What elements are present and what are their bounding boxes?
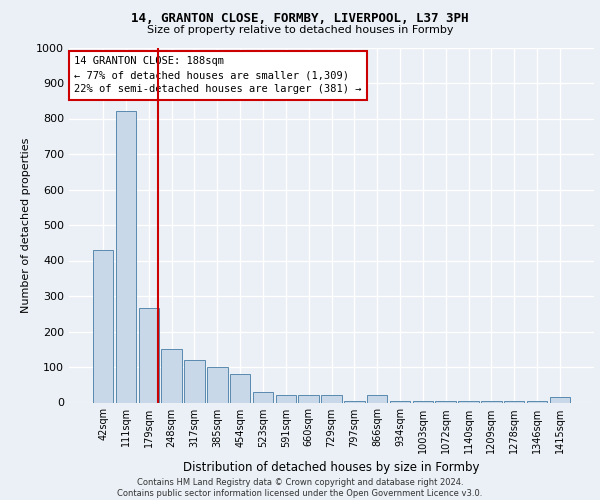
Bar [550, 397, 570, 402]
Bar [161, 349, 182, 403]
Bar [298, 396, 319, 402]
Bar [367, 396, 388, 402]
Text: Size of property relative to detached houses in Formby: Size of property relative to detached ho… [147, 25, 453, 35]
Bar [458, 400, 479, 402]
Bar [504, 400, 524, 402]
Text: 14 GRANTON CLOSE: 188sqm
← 77% of detached houses are smaller (1,309)
22% of sem: 14 GRANTON CLOSE: 188sqm ← 77% of detach… [74, 56, 362, 94]
Bar [413, 400, 433, 402]
Bar [93, 250, 113, 402]
Text: Contains HM Land Registry data © Crown copyright and database right 2024.
Contai: Contains HM Land Registry data © Crown c… [118, 478, 482, 498]
Bar [481, 400, 502, 402]
Text: 14, GRANTON CLOSE, FORMBY, LIVERPOOL, L37 3PH: 14, GRANTON CLOSE, FORMBY, LIVERPOOL, L3… [131, 12, 469, 26]
Bar [436, 400, 456, 402]
Bar [230, 374, 250, 402]
Bar [116, 112, 136, 403]
Bar [321, 396, 342, 402]
Bar [275, 396, 296, 402]
Bar [527, 400, 547, 402]
Bar [344, 400, 365, 402]
Y-axis label: Number of detached properties: Number of detached properties [20, 138, 31, 312]
Bar [207, 367, 227, 402]
Bar [253, 392, 273, 402]
X-axis label: Distribution of detached houses by size in Formby: Distribution of detached houses by size … [183, 461, 480, 474]
Bar [184, 360, 205, 403]
Bar [139, 308, 159, 402]
Bar [390, 400, 410, 402]
